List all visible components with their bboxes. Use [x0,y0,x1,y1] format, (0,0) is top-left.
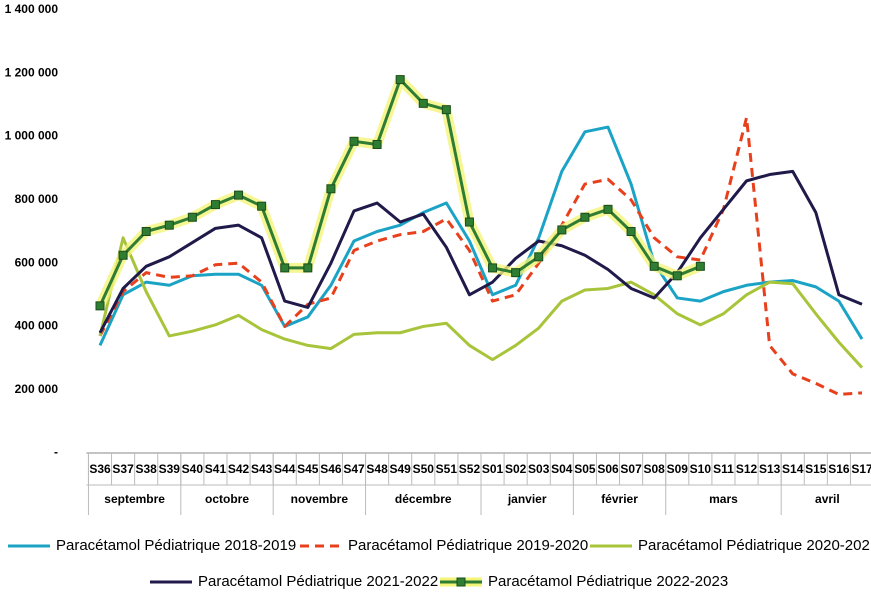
x-group-label: septembre [104,492,165,506]
y-tick-label: 200 000 [15,382,59,396]
series-marker [280,263,290,273]
x-tick-label: S52 [459,462,481,476]
x-tick-label: S42 [228,462,250,476]
x-tick-label: S50 [413,462,435,476]
x-group-label: février [601,492,638,506]
x-tick-label: S16 [828,462,850,476]
series-marker [187,212,197,222]
series-marker [603,204,613,214]
series-marker [141,227,151,236]
x-group-label: décembre [395,492,452,506]
x-tick-label: S04 [551,462,573,476]
series-marker [534,252,544,262]
x-tick-label: S02 [505,462,527,476]
x-tick-label: S49 [390,462,412,476]
series-marker [626,227,636,236]
legend-label: Paracétamol Pédiatrique 2019-2020 [348,537,588,554]
x-tick-label: S13 [759,462,781,476]
x-group-label: avril [815,492,840,506]
x-tick-label: S15 [805,462,827,476]
x-tick-label: S09 [667,462,689,476]
x-tick-label: S38 [136,462,158,476]
series-marker [234,190,244,200]
x-tick-label: S08 [644,462,666,476]
x-tick-label: S12 [736,462,758,476]
series-marker [441,105,451,115]
series-marker [488,263,498,273]
series-marker [349,136,359,146]
x-tick-label: S44 [274,462,296,476]
y-tick-label: 1 200 000 [5,65,59,79]
x-tick-label: S51 [436,462,458,476]
series-marker [257,201,267,211]
x-tick-label: S36 [89,462,111,476]
legend-label: Paracétamol Pédiatrique 2018-2019 [56,537,296,554]
x-tick-label: S11 [713,462,734,476]
series-marker [164,220,174,230]
x-group-label: novembre [291,492,349,506]
series-marker [695,261,705,271]
y-tick-label: - [54,445,58,459]
legend-marker [456,577,466,587]
legend-label: Paracétamol Pédiatrique 2022-2023 [488,573,728,590]
series-marker [395,75,405,85]
series-marker [580,212,590,222]
series-line [98,236,864,369]
series-line [98,169,863,334]
y-tick-label: 1 000 000 [5,129,59,143]
x-group-label: octobre [205,492,249,506]
legend-label: Paracétamol Pédiatrique 2021-2022 [198,573,438,590]
y-tick-label: 600 000 [15,255,59,269]
series-marker [464,217,474,227]
x-tick-label: S45 [297,462,319,476]
series-marker [372,139,382,149]
x-group-label: mars [709,492,738,506]
series-line [98,116,863,396]
x-tick-label: S17 [851,462,871,476]
series-marker [418,98,428,108]
x-tick-label: S03 [528,462,550,476]
x-tick-label: S07 [620,462,642,476]
series-line [98,125,864,347]
x-tick-label: S41 [205,462,227,476]
y-tick-label: 800 000 [15,192,59,206]
x-tick-label: S43 [251,462,273,476]
x-tick-label: S05 [574,462,596,476]
series-marker [672,271,682,281]
x-tick-label: S47 [343,462,365,476]
series-marker [95,301,105,311]
y-tick-label: 1 400 000 [5,2,59,16]
x-tick-label: S40 [182,462,204,476]
x-tick-label: S39 [159,462,181,476]
series-marker [649,261,659,271]
x-group-label: janvier [507,492,547,506]
series-marker [511,268,521,278]
x-tick-label: S37 [112,462,134,476]
y-tick-label: 400 000 [15,319,59,333]
x-tick-label: S10 [690,462,712,476]
x-tick-label: S46 [320,462,342,476]
series-marker [557,225,567,235]
x-tick-label: S48 [366,462,388,476]
series-marker [118,250,128,260]
series-marker [303,263,313,273]
series-marker [326,184,336,194]
x-tick-label: S06 [597,462,619,476]
x-tick-label: S14 [782,462,804,476]
legend-label: Paracétamol Pédiatrique 2020-2021 [638,537,871,554]
x-tick-label: S01 [482,462,504,476]
series-marker [210,200,220,210]
